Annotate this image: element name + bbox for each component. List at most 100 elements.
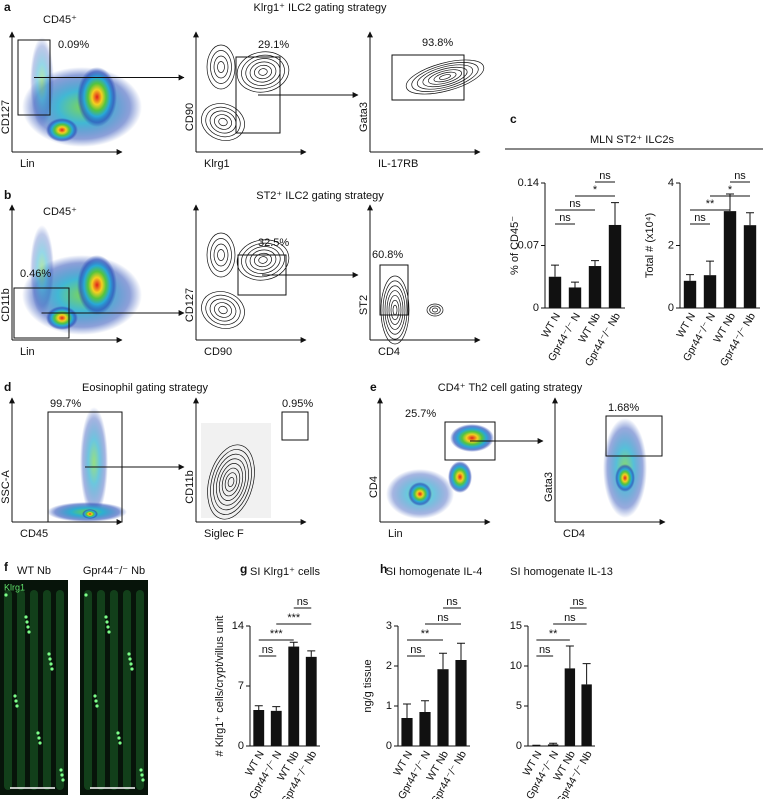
bar (743, 225, 757, 308)
villus (97, 590, 105, 790)
significance-label: ns (572, 596, 584, 608)
error-bar (549, 742, 558, 745)
contour (213, 55, 229, 79)
contour (207, 444, 255, 520)
panel-title: MLN ST2⁺ ILC2s (590, 134, 675, 146)
x-axis-label: CD4 (563, 528, 585, 540)
error-bar (551, 264, 559, 277)
bar (588, 266, 602, 308)
contour (388, 295, 402, 325)
contour (205, 294, 241, 326)
contour (210, 238, 232, 272)
contour (205, 106, 241, 138)
bar (305, 656, 317, 746)
cell (95, 704, 99, 708)
cell (37, 736, 41, 740)
error-bar (289, 641, 298, 647)
contour (201, 291, 245, 329)
cell (127, 652, 131, 656)
contour (426, 303, 444, 317)
error-bar (421, 700, 429, 712)
error-bar (591, 260, 599, 267)
contour (241, 54, 285, 90)
cell-cloud (80, 407, 108, 517)
cell (116, 731, 120, 735)
cell (128, 657, 132, 661)
y-axis-label: Total # (x10⁴) (644, 213, 656, 278)
contour (439, 74, 451, 80)
villus (30, 590, 38, 790)
gate-label: CD45⁺ (43, 206, 77, 218)
contour (431, 307, 439, 313)
error-bar (272, 706, 281, 711)
x-axis-label: CD4 (378, 346, 400, 358)
gate-percent: 0.46% (20, 268, 51, 280)
contour (224, 472, 238, 492)
cell (130, 667, 134, 671)
contour (390, 299, 400, 321)
events (201, 423, 271, 518)
contour (254, 64, 272, 80)
cell (26, 625, 30, 629)
significance-label: ns (410, 644, 422, 656)
significance-label: ns (437, 612, 449, 624)
gate (391, 54, 465, 101)
bar (455, 660, 467, 746)
cell-cloud (77, 255, 117, 315)
significance-label: * (593, 184, 598, 196)
gate-percent: 0.95% (282, 398, 313, 410)
significance-label: *** (287, 612, 301, 624)
significance-label: ns (297, 596, 309, 608)
contour (209, 298, 237, 322)
cell-cloud (82, 509, 98, 519)
gate-percent: 32.5% (258, 237, 289, 249)
panel-label: h (380, 562, 387, 576)
contour (405, 59, 485, 95)
contour (411, 62, 479, 92)
cell (36, 731, 40, 735)
error-bar (686, 274, 694, 281)
contour (422, 66, 468, 88)
significance-label: ns (734, 170, 746, 182)
cell (50, 667, 54, 671)
bar (419, 712, 431, 746)
gate-percent: 29.1% (258, 39, 289, 51)
cell (60, 773, 64, 777)
contour (245, 58, 281, 86)
contour (210, 449, 252, 515)
gate-percent: 93.8% (422, 37, 453, 49)
cell-cloud (46, 118, 78, 142)
error-bar (254, 705, 263, 710)
y-axis-label: ST2 (358, 295, 370, 315)
contour (236, 51, 290, 93)
cell (38, 741, 42, 745)
y-axis-label: CD127 (184, 288, 196, 322)
x-axis-label: Lin (388, 528, 403, 540)
contour (214, 302, 232, 318)
contour (433, 71, 457, 83)
villus (56, 590, 64, 790)
cell-cloud (46, 306, 78, 330)
cell (106, 625, 110, 629)
x-axis-label: CD45 (20, 528, 48, 540)
contour (392, 304, 398, 316)
cell-cloud (450, 424, 494, 452)
chart-title: SI homogenate IL-4 (386, 566, 483, 578)
contour (382, 280, 408, 340)
significance-label: ns (446, 596, 458, 608)
gate (605, 415, 663, 457)
error-bar (457, 642, 465, 660)
y-tick-label: 2 (386, 660, 392, 672)
contour (214, 114, 232, 130)
bar (548, 276, 562, 308)
significance-label: ns (559, 212, 571, 224)
cell (93, 694, 97, 698)
x-axis-label: Lin (20, 158, 35, 170)
y-axis-label: # Klrg1⁺ cells/crypt/villus unit (214, 616, 226, 757)
cell-cloud (77, 67, 117, 127)
panel-title: ST2⁺ ILC2 gating strategy (256, 190, 384, 202)
y-tick-label: 14 (232, 620, 244, 632)
contour (218, 305, 228, 315)
cell (139, 768, 143, 772)
